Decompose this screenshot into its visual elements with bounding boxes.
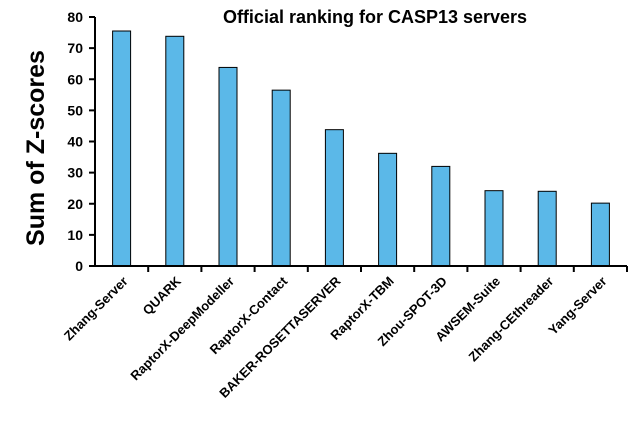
y-tick-label: 80 (67, 9, 83, 25)
y-tick-label: 60 (67, 71, 83, 87)
y-tick-label: 20 (67, 196, 83, 212)
x-tick-label: QUARK (140, 273, 185, 318)
y-axis-label: Sum of Z-scores (22, 50, 50, 246)
bar-raptorx-deepmodeller (218, 66, 238, 267)
y-tick-label: 30 (67, 165, 83, 181)
chart-title: Official ranking for CASP13 servers (223, 7, 527, 27)
bar-yang-server (590, 202, 610, 267)
x-tick-labels-group: Zhang-Server QUARKRaptorX-DeepModellerRap… (61, 266, 628, 401)
y-tick-label: 70 (67, 40, 83, 56)
bar-zhang-cethreader (537, 190, 557, 267)
x-tick-label: RaptorX-DeepModeller (127, 274, 237, 384)
y-ticks-group: 0 10 20 30 40 50 60 70 80 (67, 9, 95, 274)
x-tick-label: Zhang-Server (61, 274, 131, 344)
y-tick-label: 40 (67, 134, 83, 150)
bar-quark (165, 35, 185, 267)
y-tick-label: 0 (75, 258, 83, 274)
bar-zhou-spot-3d (431, 165, 451, 267)
bars-group (112, 30, 610, 267)
y-tick-label: 10 (67, 227, 83, 243)
bar-raptorx-tbm (378, 152, 398, 267)
bar-baker-rosettaserver (324, 129, 344, 267)
bar-raptorx-contact (271, 89, 291, 267)
bar-zhang-server (112, 30, 132, 267)
bar-awsem-suite (484, 190, 504, 267)
y-tick-label: 50 (67, 102, 83, 118)
